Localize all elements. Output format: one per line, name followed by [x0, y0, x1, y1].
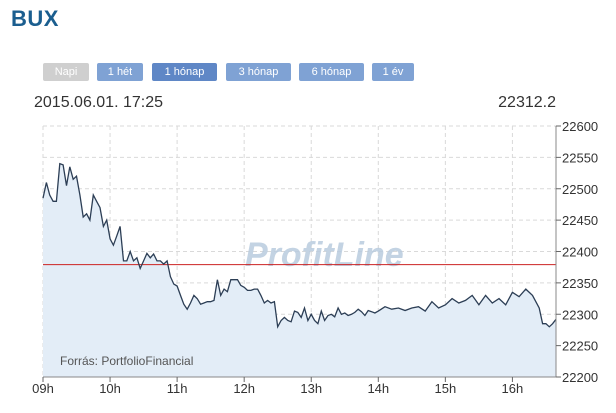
y-tick-label: 22350: [562, 276, 598, 291]
y-tick-label: 22500: [562, 182, 598, 197]
datetime-label: 2015.06.01. 17:25: [34, 94, 164, 111]
y-tick-label: 22600: [562, 119, 598, 134]
profitline-watermark: ProfitLine: [245, 236, 404, 274]
y-tick-label: 22450: [562, 213, 598, 228]
y-tick-label: 22550: [562, 150, 598, 165]
source-label: Forrás: PortfolioFinancial: [60, 354, 193, 368]
page-title: BUX: [11, 6, 59, 31]
x-tick-label: 13h: [300, 381, 322, 396]
x-tick-label: 10h: [99, 381, 121, 396]
x-tick-label: 09h: [32, 381, 54, 396]
y-tick-label: 22300: [562, 307, 598, 322]
range-button-6-months[interactable]: 6 hónap: [299, 63, 364, 81]
y-axis: 22200 22250 22300 22350 22400 22450 22500 22550…: [556, 119, 598, 385]
price-line: [42, 162, 557, 329]
range-button-1-month[interactable]: 1 hónap: [152, 63, 217, 81]
x-tick-label: 16h: [502, 381, 524, 396]
range-button-daily[interactable]: Napi: [43, 63, 89, 81]
price-area-fill: [43, 163, 556, 377]
last-value-label: 22312.2: [498, 94, 556, 111]
y-tick-label: 22400: [562, 245, 598, 260]
x-tick-label: 15h: [435, 381, 457, 396]
x-tick-label: 12h: [233, 381, 255, 396]
y-tick-label: 22200: [562, 370, 598, 385]
range-button-1-week[interactable]: 1 hét: [97, 63, 143, 81]
y-tick-label: 22250: [562, 339, 598, 354]
x-axis: 09h 10h 11h 12h 13h 14h 15h 16h: [32, 377, 523, 396]
range-button-3-months[interactable]: 3 hónap: [226, 63, 291, 81]
x-tick-label: 14h: [367, 381, 389, 396]
range-button-1-year[interactable]: 1 év: [372, 63, 414, 81]
x-tick-label: 11h: [167, 381, 188, 396]
